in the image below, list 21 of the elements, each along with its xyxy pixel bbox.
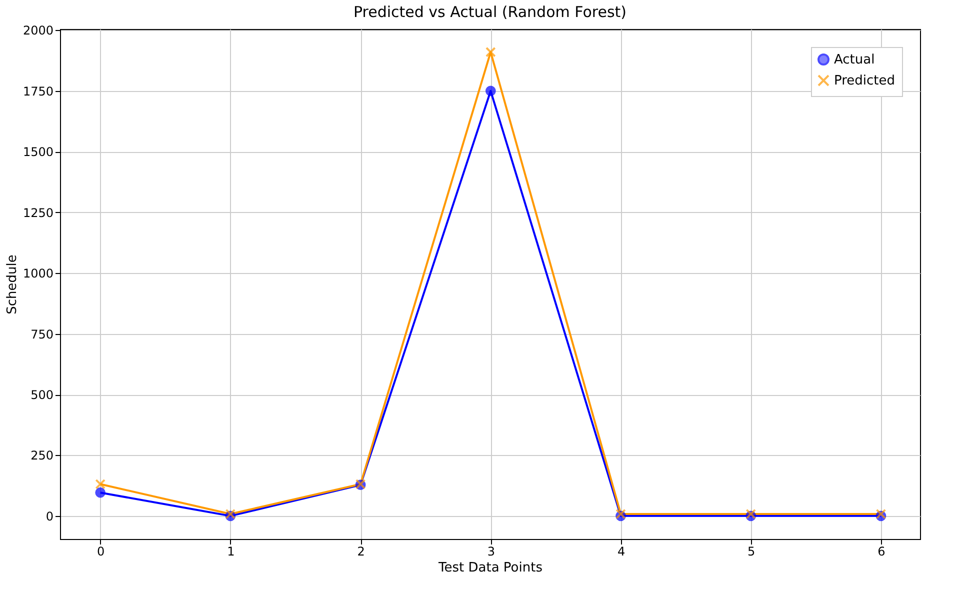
- y-tick-label: 500: [30, 388, 54, 402]
- x-tick-label: 2: [357, 544, 365, 558]
- legend-label: Predicted: [834, 74, 896, 88]
- y-tick-label: 2000: [22, 24, 54, 38]
- x-tick-label: 5: [748, 544, 756, 558]
- y-tick-label: 1750: [22, 84, 54, 98]
- x-axis-title: Test Data Points: [438, 560, 543, 576]
- x-tick-label: 6: [878, 544, 886, 558]
- y-tick-label: 0: [46, 509, 54, 524]
- x-tick-label: 4: [617, 544, 626, 558]
- legend-label: Actual: [834, 52, 875, 68]
- y-axis-title: Schedule: [4, 254, 20, 314]
- x-tick-label: 0: [97, 544, 105, 558]
- y-tick-label: 1250: [22, 206, 54, 220]
- y-tick-label: 250: [30, 448, 54, 463]
- x-tick-label: 3: [487, 544, 495, 558]
- chart-title: Predicted vs Actual (Random Forest): [353, 3, 627, 22]
- y-tick-label: 1000: [22, 266, 54, 281]
- y-tick-label: 1500: [22, 145, 54, 160]
- y-tick-label: 750: [30, 327, 54, 342]
- x-tick-label: 1: [227, 544, 235, 558]
